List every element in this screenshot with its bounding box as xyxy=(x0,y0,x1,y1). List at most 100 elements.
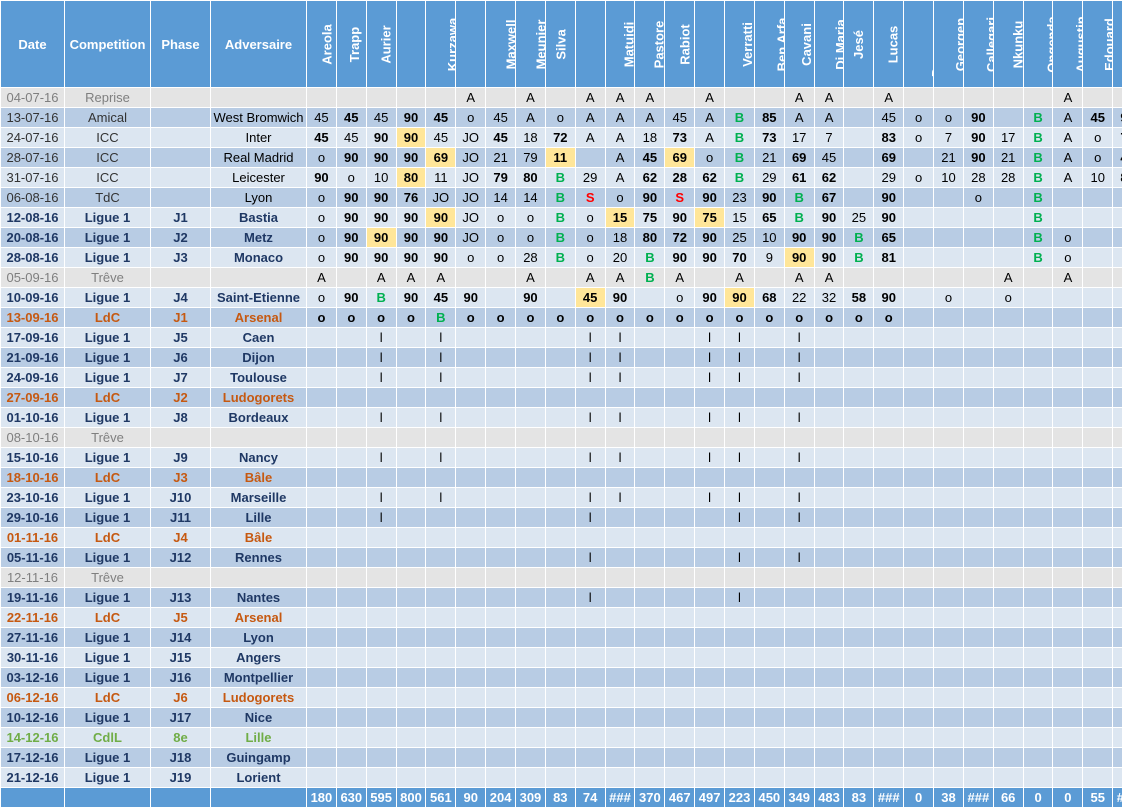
player-cell[interactable] xyxy=(544,547,576,568)
player-cell[interactable] xyxy=(903,287,935,308)
player-cell[interactable]: S xyxy=(664,187,696,208)
player-cell[interactable]: 45 xyxy=(306,127,337,148)
player-cell[interactable]: A xyxy=(574,107,606,128)
player-cell[interactable]: l xyxy=(694,447,726,468)
player-cell[interactable]: 73 xyxy=(664,127,696,148)
cell-phase[interactable]: J11 xyxy=(150,507,211,528)
player-cell[interactable] xyxy=(306,467,337,488)
player-cell[interactable] xyxy=(306,507,337,528)
player-cell[interactable] xyxy=(933,187,964,208)
cell-adversaire[interactable]: Caen xyxy=(210,327,307,348)
player-cell[interactable]: o xyxy=(933,287,964,308)
player-cell[interactable]: A xyxy=(395,267,427,288)
player-cell[interactable] xyxy=(724,687,755,708)
player-cell[interactable]: 45 xyxy=(335,127,367,148)
player-cell[interactable] xyxy=(306,567,337,588)
player-cell[interactable]: A xyxy=(515,267,546,288)
cell-phase[interactable]: J3 xyxy=(150,467,211,488)
player-cell[interactable] xyxy=(753,507,785,528)
cell-competition[interactable]: Ligue 1 xyxy=(64,747,151,768)
player-cell[interactable] xyxy=(1082,727,1114,748)
player-cell[interactable] xyxy=(664,507,696,528)
player-cell[interactable]: l xyxy=(604,407,636,428)
player-cell[interactable] xyxy=(843,687,875,708)
player-cell[interactable] xyxy=(962,287,994,308)
player-cell[interactable] xyxy=(1022,747,1054,768)
player-cell[interactable] xyxy=(992,447,1024,468)
player-cell[interactable]: o xyxy=(634,307,666,328)
player-cell[interactable]: JO xyxy=(455,167,487,188)
player-cell[interactable] xyxy=(873,487,905,508)
player-cell[interactable]: A xyxy=(813,267,845,288)
player-cell[interactable]: o xyxy=(455,247,487,268)
player-cell[interactable]: S xyxy=(574,187,606,208)
player-cell[interactable]: 90 xyxy=(365,147,397,168)
player-cell[interactable]: 45 xyxy=(425,107,457,128)
player-cell[interactable] xyxy=(544,487,576,508)
player-cell[interactable] xyxy=(306,687,337,708)
player-cell[interactable]: 21 xyxy=(753,147,785,168)
cell-phase[interactable] xyxy=(150,167,211,188)
player-cell[interactable] xyxy=(425,87,457,108)
cell-competition[interactable]: ICC xyxy=(64,127,151,148)
player-cell[interactable] xyxy=(306,447,337,468)
player-cell[interactable]: o xyxy=(306,207,337,228)
player-cell[interactable] xyxy=(843,407,875,428)
player-cell[interactable]: o xyxy=(664,307,696,328)
player-cell[interactable]: 75 xyxy=(634,207,666,228)
player-cell[interactable] xyxy=(395,427,427,448)
player-cell[interactable]: A xyxy=(694,87,726,108)
player-cell[interactable]: l xyxy=(574,547,606,568)
player-cell[interactable]: 10 xyxy=(753,227,785,248)
player-cell[interactable] xyxy=(1082,227,1114,248)
player-cell[interactable] xyxy=(962,307,994,328)
player-cell[interactable]: o xyxy=(694,147,726,168)
player-cell[interactable] xyxy=(873,587,905,608)
player-cell[interactable] xyxy=(425,767,457,788)
player-cell[interactable]: B xyxy=(544,227,576,248)
cell-competition[interactable]: Ligue 1 xyxy=(64,647,151,668)
player-cell[interactable] xyxy=(783,467,815,488)
player-cell[interactable] xyxy=(485,747,517,768)
player-cell[interactable] xyxy=(634,647,666,668)
player-cell[interactable] xyxy=(1082,207,1114,228)
player-cell[interactable] xyxy=(992,87,1024,108)
player-cell[interactable]: l xyxy=(365,327,397,348)
player-cell[interactable] xyxy=(1052,567,1084,588)
player-cell[interactable] xyxy=(933,407,964,428)
player-cell[interactable] xyxy=(425,547,457,568)
player-cell[interactable]: B xyxy=(425,307,457,328)
player-cell[interactable] xyxy=(604,547,636,568)
player-cell[interactable] xyxy=(515,507,546,528)
player-cell[interactable] xyxy=(485,267,517,288)
player-cell[interactable] xyxy=(903,527,935,548)
player-cell[interactable] xyxy=(574,567,606,588)
player-cell[interactable]: 79 xyxy=(485,167,517,188)
player-cell[interactable] xyxy=(664,727,696,748)
cell-competition[interactable]: Ligue 1 xyxy=(64,767,151,788)
cell-competition[interactable]: Ligue 1 xyxy=(64,667,151,688)
player-cell[interactable]: 90 xyxy=(395,227,427,248)
player-cell[interactable]: A xyxy=(664,267,696,288)
player-cell[interactable] xyxy=(933,307,964,328)
player-cell[interactable] xyxy=(395,527,427,548)
player-cell[interactable] xyxy=(365,467,397,488)
player-cell[interactable]: o xyxy=(1052,227,1084,248)
player-cell[interactable] xyxy=(933,247,964,268)
player-cell[interactable]: 83 xyxy=(873,127,905,148)
player-cell[interactable] xyxy=(992,487,1024,508)
cell-adversaire[interactable]: Bâle xyxy=(210,467,307,488)
player-cell[interactable] xyxy=(1022,687,1054,708)
player-cell[interactable] xyxy=(455,767,487,788)
player-cell[interactable] xyxy=(933,467,964,488)
player-cell[interactable] xyxy=(634,527,666,548)
player-cell[interactable] xyxy=(455,427,487,448)
player-cell[interactable] xyxy=(634,347,666,368)
player-header[interactable]: Georgen xyxy=(933,0,964,88)
player-cell[interactable]: o xyxy=(306,247,337,268)
cell-phase[interactable] xyxy=(150,127,211,148)
player-cell[interactable]: l xyxy=(574,447,606,468)
player-cell[interactable] xyxy=(903,627,935,648)
player-cell[interactable]: 14 xyxy=(485,187,517,208)
player-cell[interactable] xyxy=(664,327,696,348)
